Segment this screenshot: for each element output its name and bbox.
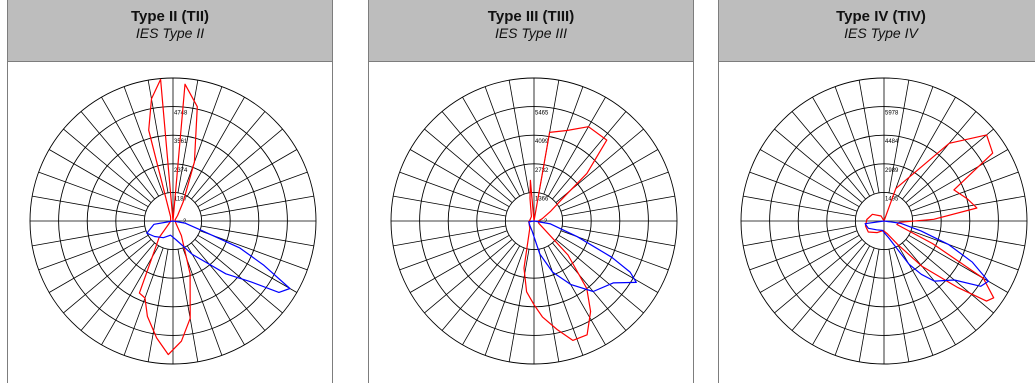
annotation-label: 2 — [183, 219, 187, 225]
radial-tick-label: 5978 — [885, 111, 899, 117]
radial-tick-label: 2732 — [535, 168, 549, 174]
series-line-blue — [864, 220, 989, 287]
radial-tick-label: 4099 — [535, 139, 549, 145]
radial-tick-label: 1187 — [174, 196, 188, 202]
radial-tick-label: 4484 — [885, 139, 899, 145]
grid-ring — [143, 191, 203, 251]
grid-ring — [419, 106, 649, 336]
radial-tick-label: 5465 — [535, 111, 549, 117]
grid-ring — [86, 134, 260, 308]
panel-header: Type III (TIII) IES Type III — [369, 0, 693, 62]
grid-ring — [447, 134, 621, 308]
polar-panel-type-ii: Type II (TII) IES Type II 1187 2374 3561 47… — [7, 0, 333, 383]
grid-ring — [769, 106, 999, 336]
grid-ring — [58, 106, 288, 336]
grid-ring — [115, 163, 231, 279]
panel-subtitle: IES Type II — [135, 25, 205, 41]
grid-ring — [797, 134, 971, 308]
polar-chart: 1187 2374 3561 4748 2 — [29, 77, 317, 365]
panel-subtitle: IES Type III — [494, 25, 568, 41]
panel-title: Type II (TII) — [130, 8, 210, 25]
series-line-blue — [146, 220, 291, 293]
polar-panel-type-iii: Type III (TIII) IES Type III 1366 2732 409… — [368, 0, 694, 383]
grid-ring — [390, 77, 678, 365]
radial-tick-label: 3561 — [174, 139, 188, 145]
panel-header: Type IV (TIV) IES Type IV — [719, 0, 1035, 62]
series-line-blue — [528, 220, 637, 293]
panel-subtitle: IES Type IV — [844, 25, 918, 41]
polar-panel-type-iv: Type IV (TIV) IES Type IV 1495 2989 4484 59… — [718, 0, 1035, 383]
grid-ring — [476, 163, 592, 279]
panel-header: Type II (TII) IES Type II — [8, 0, 332, 62]
series-line-red — [138, 78, 198, 356]
panel-title: Type III (TIII) — [487, 8, 575, 25]
radial-tick-label: 4748 — [174, 111, 188, 117]
series-line-red — [864, 134, 995, 302]
series-line-red — [523, 126, 608, 341]
radial-tick-label: 2374 — [174, 168, 188, 174]
grid-ring — [826, 163, 942, 279]
panel-title: Type IV (TIV) — [836, 8, 926, 25]
radial-tick-label: 1366 — [535, 196, 549, 202]
grid-ring — [504, 191, 564, 251]
grid-ring — [29, 77, 317, 365]
radial-tick-label: 2989 — [885, 168, 899, 174]
grid-ring — [740, 77, 1028, 365]
annotation-label: 2 — [544, 219, 548, 225]
polar-chart: 1366 2732 4099 5465 2 — [390, 77, 678, 365]
